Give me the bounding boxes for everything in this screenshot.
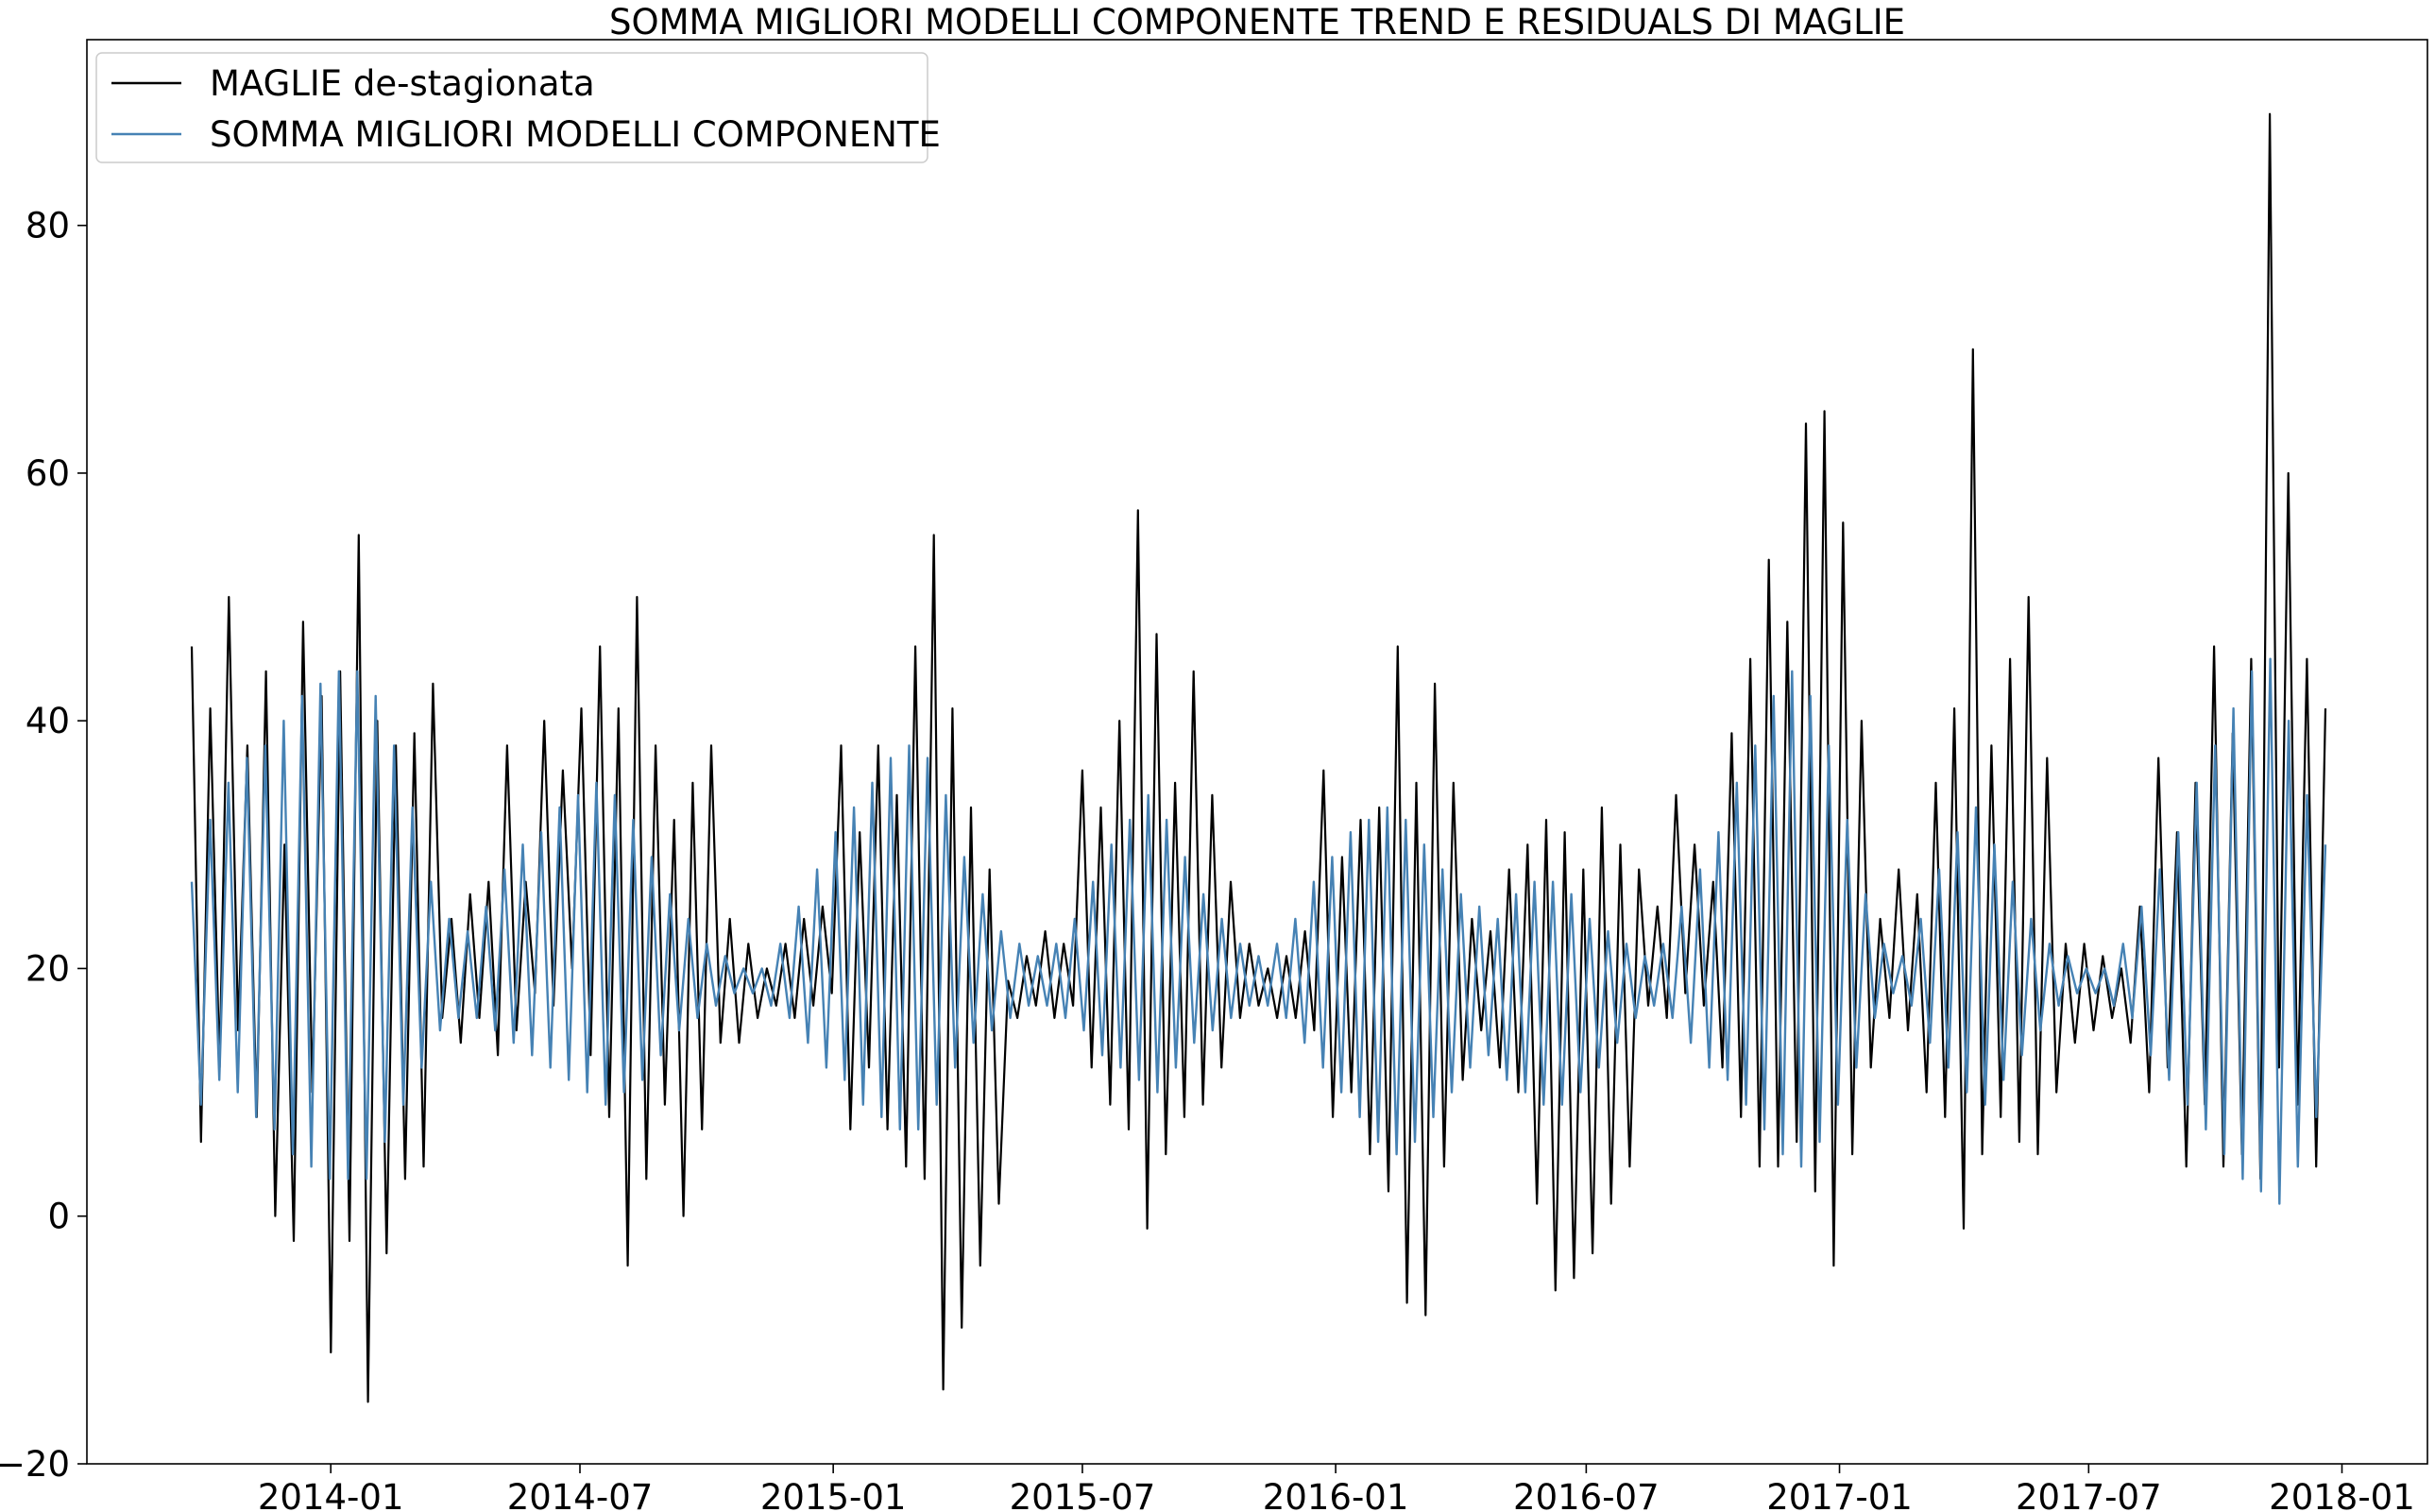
x-tick-label: 2016-01 <box>1263 1477 1409 1512</box>
axes-group: −20 0 20 40 60 80 2014-01 2014-07 2015-01 2015-07… <box>0 39 2428 1512</box>
chart-title: SOMMA MIGLIORI MODELLI COMPONENTE TREND … <box>609 2 1905 42</box>
x-tick-label: 2014-07 <box>507 1477 654 1512</box>
y-tick-label: 40 <box>26 701 70 741</box>
legend: MAGLIE de-stagionata SOMMA MIGLIORI MODEL… <box>95 52 941 163</box>
x-tick-label: 2018-01 <box>2269 1477 2415 1512</box>
x-tick-label: 2015-07 <box>1010 1477 1156 1512</box>
x-tick-label: 2015-01 <box>760 1477 907 1512</box>
legend-label-1: MAGLIE de-stagionata <box>210 63 595 104</box>
series-line-2 <box>190 657 2327 1205</box>
y-tick-label: 20 <box>26 948 70 989</box>
y-tick-label: 0 <box>47 1197 70 1237</box>
y-tick-label: 80 <box>26 206 70 246</box>
x-tick-label: 2016-07 <box>1513 1477 1660 1512</box>
y-tick-label: 60 <box>26 453 70 494</box>
series-line-1 <box>190 112 2327 1403</box>
legend-box <box>95 52 928 163</box>
x-tick-label: 2017-07 <box>2016 1477 2162 1512</box>
y-tick-label: −20 <box>0 1444 70 1485</box>
series-group <box>190 112 2327 1403</box>
plot-area: −20 0 20 40 60 80 2014-01 2014-07 2015-01 2015-07… <box>0 39 2428 1512</box>
legend-label-2: SOMMA MIGLIORI MODELLI COMPONENTE <box>210 114 941 155</box>
x-tick-label: 2014-01 <box>258 1477 404 1512</box>
x-tick-label: 2017-01 <box>1766 1477 1913 1512</box>
axes-frame <box>86 39 2428 1465</box>
